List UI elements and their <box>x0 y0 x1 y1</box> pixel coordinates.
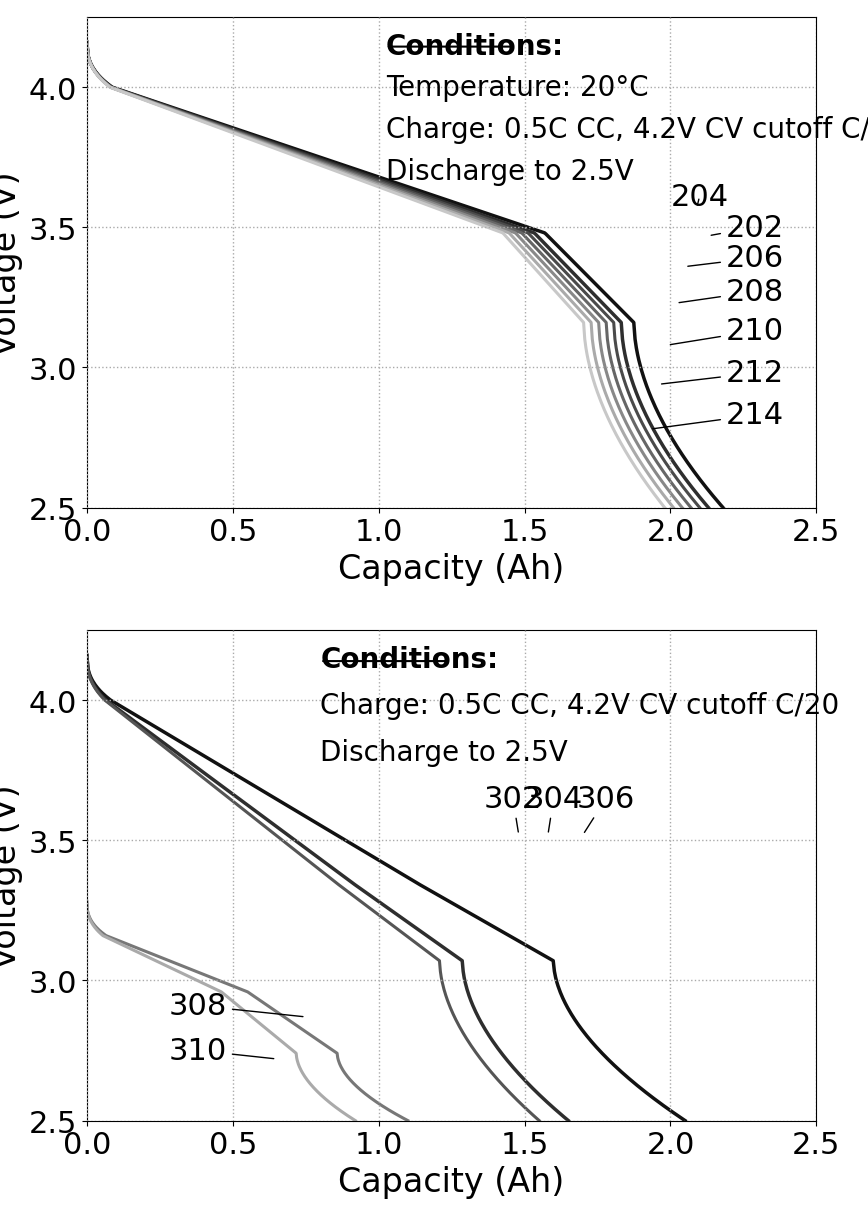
Text: 310: 310 <box>168 1036 273 1065</box>
Text: 212: 212 <box>661 359 784 388</box>
Text: 302: 302 <box>483 784 542 833</box>
Text: Charge: 0.5C CC, 4.2V CV cutoff C/20: Charge: 0.5C CC, 4.2V CV cutoff C/20 <box>385 116 868 145</box>
Text: 306: 306 <box>576 784 635 833</box>
Text: 214: 214 <box>653 401 784 430</box>
Text: 208: 208 <box>679 278 784 307</box>
Text: 206: 206 <box>687 245 784 274</box>
Text: Conditions:: Conditions: <box>320 646 498 674</box>
Text: Discharge to 2.5V: Discharge to 2.5V <box>320 739 568 766</box>
X-axis label: Capacity (Ah): Capacity (Ah) <box>339 1165 564 1198</box>
X-axis label: Capacity (Ah): Capacity (Ah) <box>339 552 564 586</box>
Text: Conditions:: Conditions: <box>385 33 563 60</box>
Text: 308: 308 <box>168 992 303 1021</box>
Text: 202: 202 <box>711 213 784 242</box>
Y-axis label: Voltage (V): Voltage (V) <box>0 171 23 355</box>
Text: 210: 210 <box>670 317 784 346</box>
Text: 304: 304 <box>524 784 582 833</box>
Text: 204: 204 <box>670 183 728 212</box>
Text: Temperature: 20°C: Temperature: 20°C <box>385 75 648 102</box>
Y-axis label: Voltage (V): Voltage (V) <box>0 783 23 968</box>
Text: Charge: 0.5C CC, 4.2V CV cutoff C/20: Charge: 0.5C CC, 4.2V CV cutoff C/20 <box>320 692 839 719</box>
Text: Discharge to 2.5V: Discharge to 2.5V <box>385 158 634 186</box>
